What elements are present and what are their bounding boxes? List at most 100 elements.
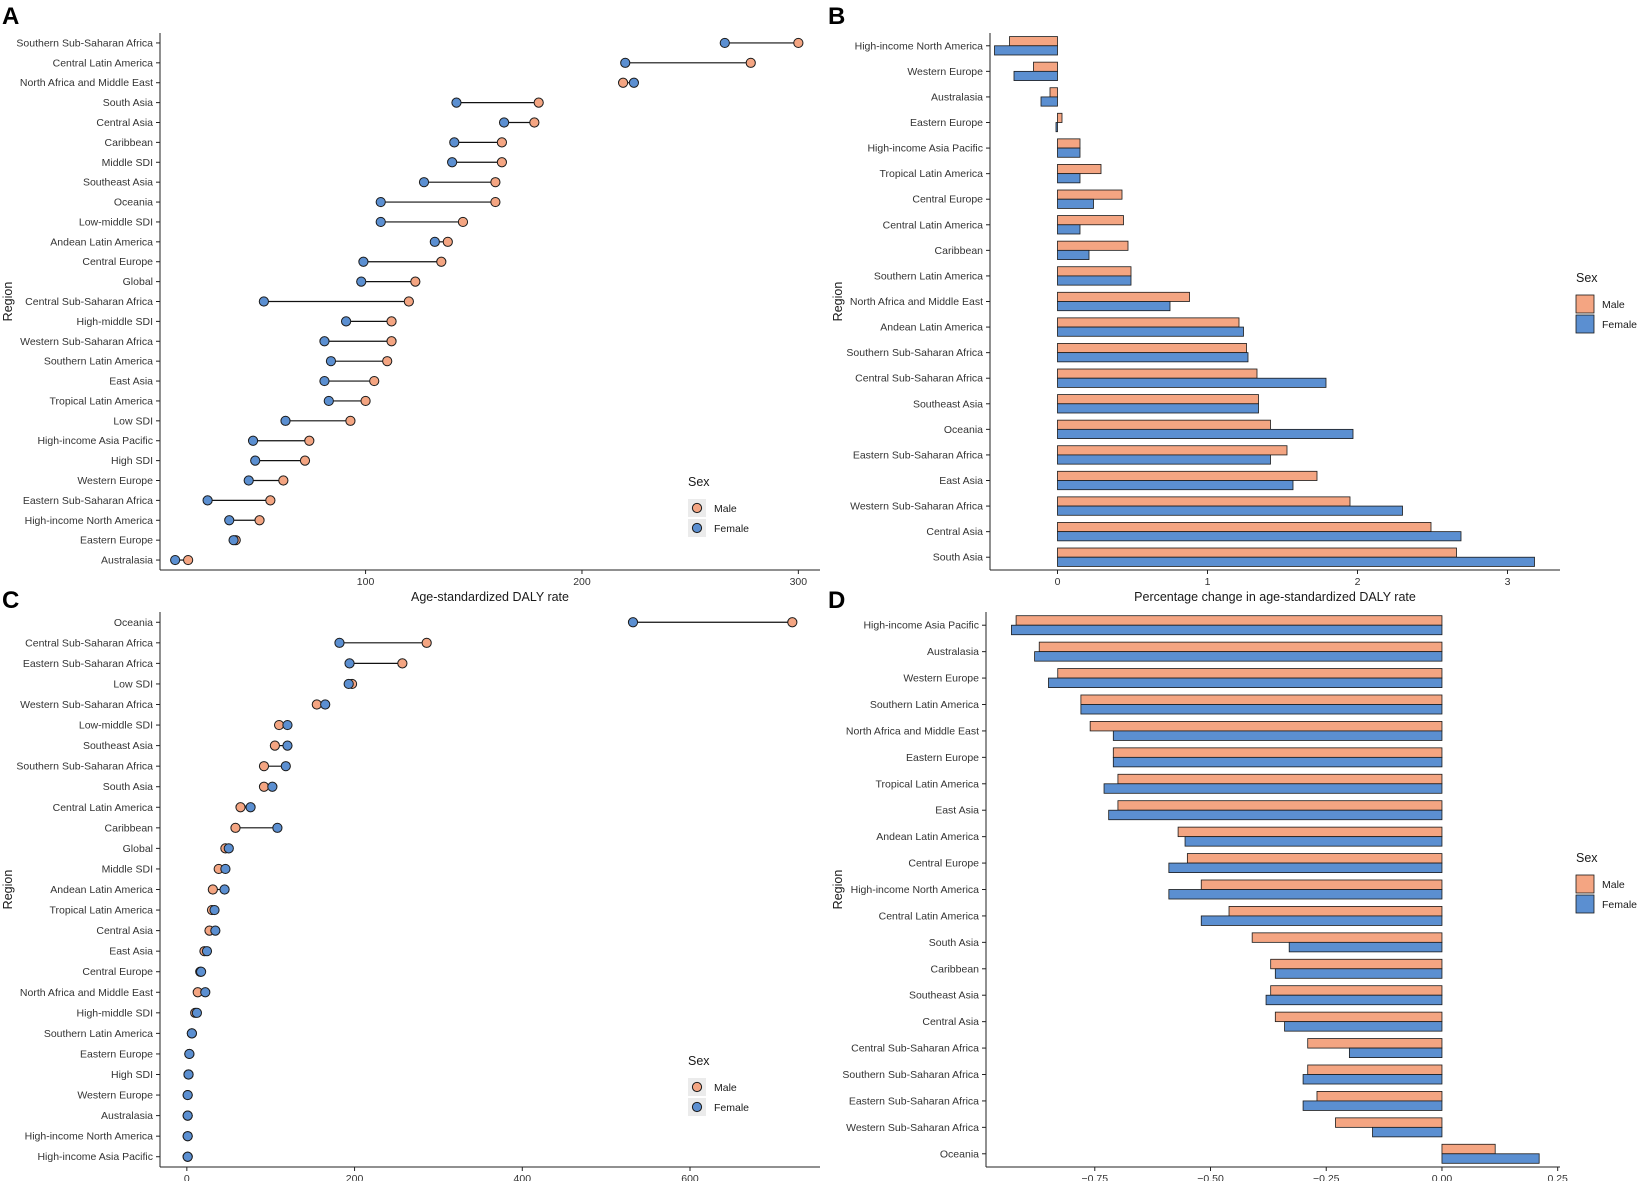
female-bar bbox=[1348, 1047, 1443, 1058]
y-tick-label: Tropical Latin America bbox=[50, 395, 154, 407]
y-tick-label: Eastern Sub-Saharan Africa bbox=[853, 449, 983, 461]
female-bar bbox=[1168, 889, 1443, 900]
legend: Sex Male Female bbox=[1575, 851, 1637, 914]
female-point bbox=[210, 925, 221, 936]
y-axis-title: Region bbox=[831, 870, 845, 910]
male-bar bbox=[1057, 496, 1351, 507]
male-bar bbox=[1274, 1011, 1443, 1023]
male-point bbox=[397, 658, 408, 669]
female-point bbox=[323, 395, 334, 407]
x-tick-label: 200 bbox=[573, 576, 591, 588]
legend-key bbox=[1575, 294, 1595, 314]
male-bar bbox=[1057, 189, 1123, 200]
male-point bbox=[403, 296, 414, 307]
y-tick-label: Southeast Asia bbox=[83, 740, 153, 752]
male-point bbox=[496, 157, 508, 168]
y-tick-label: East Asia bbox=[935, 805, 979, 817]
panel-letter: C bbox=[2, 587, 19, 614]
male-point bbox=[442, 236, 453, 247]
y-tick-label: High-income Asia Pacific bbox=[863, 620, 979, 632]
y-tick-label: East Asia bbox=[109, 946, 153, 958]
y-tick-label: High SDI bbox=[111, 1069, 153, 1081]
y-tick-label: Central Latin America bbox=[883, 219, 984, 231]
male-point bbox=[230, 822, 241, 833]
legend-label: Female bbox=[1602, 899, 1637, 911]
female-point bbox=[245, 802, 256, 813]
y-tick-label: Western Europe bbox=[907, 66, 983, 78]
male-bar bbox=[1057, 266, 1132, 277]
female-point bbox=[250, 455, 261, 466]
female-point bbox=[200, 987, 211, 998]
male-bar bbox=[1307, 1064, 1443, 1075]
male-point bbox=[345, 415, 356, 426]
y-tick-label: Oceania bbox=[114, 197, 153, 209]
y-tick-label: High-income Asia Pacific bbox=[37, 1151, 153, 1163]
y-tick-label: Low-middle SDI bbox=[79, 216, 153, 228]
legend-key bbox=[1575, 314, 1595, 334]
male-bar bbox=[1057, 240, 1129, 251]
female-point bbox=[325, 356, 337, 367]
x-tick-label: −0.25 bbox=[1313, 1173, 1340, 1181]
female-point bbox=[280, 415, 291, 426]
female-bar bbox=[1057, 275, 1132, 286]
male-bar bbox=[1049, 87, 1058, 98]
panel-letter: B bbox=[828, 3, 845, 30]
legend: Sex Male Female bbox=[1575, 271, 1637, 334]
y-tick-label: Central Latin America bbox=[53, 57, 154, 69]
female-point bbox=[272, 822, 283, 833]
y-tick-label: North Africa and Middle East bbox=[20, 77, 153, 89]
x-tick-label: 0.00 bbox=[1432, 1173, 1453, 1181]
y-tick-label: Western Sub-Saharan Africa bbox=[20, 699, 153, 711]
female-bar bbox=[1057, 198, 1094, 209]
y-tick-label: Central Latin America bbox=[879, 910, 980, 922]
y-tick-label: High-income North America bbox=[855, 40, 984, 52]
y-axis-title: Region bbox=[831, 282, 845, 322]
male-bar bbox=[1038, 641, 1443, 653]
y-tick-label: Western Europe bbox=[903, 673, 979, 685]
y-tick-label: East Asia bbox=[109, 376, 153, 388]
y-tick-label: Central Asia bbox=[96, 117, 153, 129]
y-tick-label: Australasia bbox=[101, 1110, 153, 1122]
female-bar bbox=[1048, 677, 1443, 688]
y-tick-label: Australasia bbox=[101, 555, 153, 567]
female-bar bbox=[1284, 1021, 1443, 1032]
y-tick-label: Tropical Latin America bbox=[880, 168, 984, 180]
male-point bbox=[457, 216, 469, 228]
female-bar bbox=[1080, 704, 1443, 715]
female-bar bbox=[1057, 352, 1249, 363]
y-tick-label: Southern Sub-Saharan Africa bbox=[842, 1069, 979, 1081]
y-tick-label: Southern Latin America bbox=[870, 699, 979, 711]
male-point bbox=[496, 137, 508, 148]
male-bar bbox=[1057, 522, 1432, 533]
female-bar bbox=[1057, 301, 1171, 312]
legend-label: Female bbox=[714, 1102, 749, 1114]
female-point bbox=[620, 57, 631, 68]
female-point bbox=[191, 1007, 202, 1018]
y-tick-label: Tropical Latin America bbox=[50, 905, 154, 917]
male-bar bbox=[1228, 906, 1443, 917]
y-tick-label: High-middle SDI bbox=[77, 316, 153, 328]
y-tick-label: Southeast Asia bbox=[909, 990, 979, 1002]
y-tick-label: Central Europe bbox=[912, 194, 983, 206]
y-tick-label: Central Latin America bbox=[53, 802, 154, 814]
male-bar bbox=[1270, 958, 1443, 970]
legend-key bbox=[691, 1101, 703, 1113]
male-point bbox=[382, 356, 393, 367]
male-bar bbox=[1057, 317, 1240, 328]
male-bar bbox=[1057, 394, 1259, 405]
female-point bbox=[258, 296, 269, 307]
female-bar bbox=[1057, 454, 1271, 465]
male-bar bbox=[1316, 1091, 1443, 1102]
male-point bbox=[490, 177, 501, 188]
female-point bbox=[344, 658, 355, 669]
panel-c: C Oceania Central Sub-Saharan Africa Easter… bbox=[1, 587, 820, 1181]
y-tick-label: Western Sub-Saharan Africa bbox=[846, 1122, 979, 1134]
female-bar bbox=[1103, 783, 1443, 794]
male-bar bbox=[1089, 721, 1443, 732]
female-point bbox=[449, 137, 460, 148]
female-point bbox=[247, 435, 259, 446]
male-bar bbox=[1057, 547, 1457, 558]
y-tick-label: Caribbean bbox=[931, 963, 980, 975]
y-tick-label: Andean Latin America bbox=[876, 831, 979, 843]
female-point bbox=[627, 617, 639, 628]
